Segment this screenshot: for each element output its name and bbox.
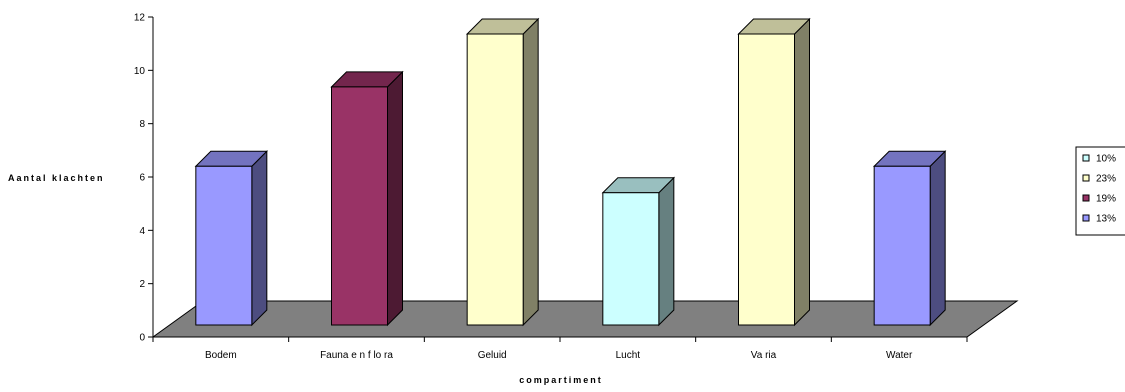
x-category-label: Bodem bbox=[205, 350, 237, 361]
bar-front-face bbox=[195, 165, 253, 326]
bar-fauna-en-flora bbox=[330, 70, 404, 327]
legend-item: 13% bbox=[1082, 214, 1116, 225]
bar-side-face bbox=[251, 150, 268, 327]
legend-swatch bbox=[1082, 194, 1090, 202]
x-category-label: Lucht bbox=[616, 350, 641, 361]
bar-geluid bbox=[465, 17, 540, 327]
x-category-label: Fauna e n f lo ra bbox=[320, 350, 393, 361]
legend-swatch bbox=[1082, 154, 1090, 162]
bar-front-face bbox=[331, 86, 388, 326]
bar-front-face bbox=[602, 192, 660, 326]
bar-side-face bbox=[794, 17, 810, 327]
y-tick-label: 0 bbox=[139, 333, 145, 344]
bar-water bbox=[872, 150, 947, 327]
y-tick-label: 12 bbox=[134, 13, 146, 24]
bar-varia bbox=[737, 17, 811, 327]
legend-label: 23% bbox=[1096, 174, 1116, 185]
bar-front-face bbox=[466, 33, 524, 326]
bar-lucht bbox=[601, 176, 676, 327]
legend-label: 19% bbox=[1096, 194, 1116, 205]
legend-swatch bbox=[1082, 174, 1090, 182]
bar-side-face bbox=[522, 17, 539, 327]
legend: 10% 23% 19% 13% bbox=[1075, 146, 1125, 236]
y-tick-label: 4 bbox=[139, 226, 145, 237]
legend-item: 10% bbox=[1082, 154, 1116, 165]
bar-bodem bbox=[194, 150, 269, 327]
y-axis-title: Aantal klachten bbox=[8, 173, 105, 183]
legend-label: 10% bbox=[1096, 154, 1116, 165]
bar-side-face bbox=[929, 150, 946, 327]
bar-side-face bbox=[387, 70, 403, 327]
x-category-label: Va ria bbox=[751, 350, 777, 361]
x-category-label: Water bbox=[886, 350, 913, 361]
legend-item: 23% bbox=[1082, 174, 1116, 185]
bar-front-face bbox=[873, 165, 931, 326]
y-tick-label: 8 bbox=[139, 119, 145, 130]
y-tick-label: 2 bbox=[139, 279, 145, 290]
x-category-label: Geluid bbox=[478, 350, 507, 361]
x-axis: Bodem Fauna e n f lo ra Geluid Lucht Va ria W… bbox=[152, 336, 968, 361]
y-axis: 0 2 4 6 8 10 12 bbox=[134, 13, 154, 344]
legend-item: 19% bbox=[1082, 194, 1116, 205]
bars-layer bbox=[194, 17, 947, 327]
bar-front-face bbox=[738, 33, 795, 326]
bar-side-face bbox=[658, 176, 675, 327]
legend-swatch bbox=[1082, 214, 1090, 222]
legend-label: 13% bbox=[1096, 214, 1116, 225]
x-axis-title: compartiment bbox=[519, 375, 603, 385]
y-tick-label: 10 bbox=[134, 66, 146, 77]
y-tick-label: 6 bbox=[139, 173, 145, 184]
